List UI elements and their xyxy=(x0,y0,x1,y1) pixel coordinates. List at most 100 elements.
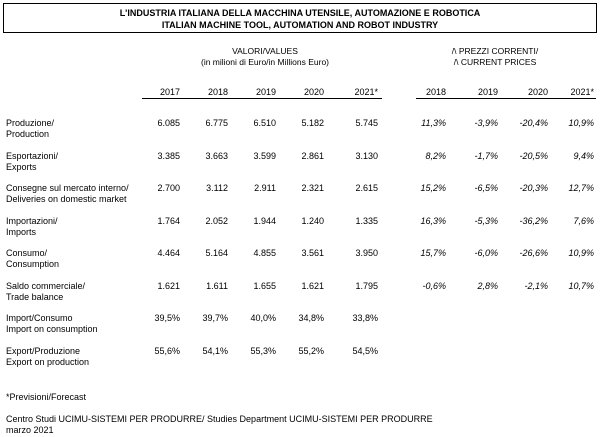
value-cell: 2.700 xyxy=(157,183,180,193)
value-cell: 6.510 xyxy=(253,118,276,128)
change-cell: 10,9% xyxy=(568,118,594,128)
change-cell: 10,7% xyxy=(568,280,594,291)
row-label-english: Exports xyxy=(6,161,37,172)
value-year-header: 2019 xyxy=(255,87,276,97)
value-cell: 39,5% xyxy=(154,313,180,323)
value-cell: 3.950 xyxy=(355,248,378,258)
source-line: Centro Studi UCIMU-SISTEMI PER PRODURRE/… xyxy=(6,414,433,424)
change-cell: -20,4% xyxy=(519,118,548,128)
row-label-english: Deliveries on domestic market xyxy=(6,194,127,204)
value-cell: 1.944 xyxy=(253,215,276,226)
value-cell: 6.085 xyxy=(157,118,180,128)
value-cell: 1.655 xyxy=(253,280,276,291)
change-cell: -5,3% xyxy=(474,215,498,226)
change-cell: -6,5% xyxy=(474,183,498,193)
value-cell: 1.621 xyxy=(301,280,324,291)
change-year-header: 2020 xyxy=(527,87,548,97)
value-cell: 2.911 xyxy=(254,183,276,193)
row-label-italian: Saldo commerciale/ xyxy=(6,280,86,291)
value-cell: 2.861 xyxy=(301,150,324,161)
change-cell: 8,2% xyxy=(425,150,446,161)
row-label-italian: Produzione/ xyxy=(6,118,55,128)
row-label-italian: Importazioni/ xyxy=(6,215,58,226)
value-cell: 1.611 xyxy=(206,280,228,291)
value-cell: 3.130 xyxy=(355,150,378,161)
change-cell: 9,4% xyxy=(573,150,594,161)
value-cell: 1.335 xyxy=(355,215,378,226)
value-cell: 54,5% xyxy=(352,345,378,356)
value-year-header: 2017 xyxy=(159,87,180,97)
value-year-header: 2020 xyxy=(303,87,324,97)
row-label-italian: Esportazioni/ xyxy=(6,150,59,161)
value-cell: 1.764 xyxy=(157,215,180,226)
value-cell: 40,0% xyxy=(250,313,276,323)
change-cell: 10,9% xyxy=(568,248,594,258)
row-label-english: Export on production xyxy=(6,356,90,367)
value-cell: 39,7% xyxy=(202,313,228,323)
value-cell: 1.795 xyxy=(355,280,378,291)
change-year-header: 2018 xyxy=(425,87,446,97)
source-date: marzo 2021 xyxy=(6,425,54,435)
change-cell: -6,0% xyxy=(474,248,498,258)
change-cell: -36,2% xyxy=(519,215,548,226)
change-year-header: 2021* xyxy=(570,87,594,97)
value-year-header: 2021* xyxy=(354,87,378,97)
change-cell: -20,5% xyxy=(519,150,548,161)
value-cell: 54,1% xyxy=(202,345,228,356)
changes-header-line1: /\ PREZZI CORRENTI/ xyxy=(451,46,539,56)
value-cell: 5.164 xyxy=(205,248,228,258)
row-label-english: Import on consumption xyxy=(6,324,98,334)
value-cell: 55,2% xyxy=(298,345,324,356)
changes-header-line2: /\ CURRENT PRICES xyxy=(453,57,537,67)
values-group-header: VALORI/VALUES (in milioni di Euro/in Mil… xyxy=(190,46,340,68)
row-label-english: Production xyxy=(6,129,50,139)
change-cell: -3,9% xyxy=(474,118,498,128)
row-label-english: Imports xyxy=(6,226,37,237)
value-cell: 3.599 xyxy=(253,150,276,161)
change-cell: -2,1% xyxy=(524,280,548,291)
values-header-line2: (in milioni di Euro/in Millions Euro) xyxy=(200,57,329,67)
change-cell: 12,7% xyxy=(568,183,594,193)
value-cell: 3.112 xyxy=(206,183,228,193)
value-cell: 55,3% xyxy=(250,345,276,356)
value-cell: 55,6% xyxy=(154,345,180,356)
change-cell: 11,3% xyxy=(421,118,446,128)
value-cell: 5.182 xyxy=(301,118,324,128)
change-cell: 2,8% xyxy=(477,280,498,291)
title-english: ITALIAN MACHINE TOOL, AUTOMATION AND ROB… xyxy=(161,20,439,30)
value-cell: 2.052 xyxy=(205,215,228,226)
change-cell: 7,6% xyxy=(573,215,594,226)
value-cell: 4.464 xyxy=(157,248,180,258)
title-box: L'INDUSTRIA ITALIANA DELLA MACCHINA UTEN… xyxy=(3,3,597,33)
value-year-header: 2018 xyxy=(207,87,228,97)
change-cell: -20,3% xyxy=(519,183,548,193)
change-cell: -0,6% xyxy=(422,280,446,291)
changes-group-header: /\ PREZZI CORRENTI/ /\ CURRENT PRICES xyxy=(420,46,570,68)
value-cell: 3.561 xyxy=(301,248,324,258)
value-cell: 3.663 xyxy=(205,150,228,161)
change-cell: 16,3% xyxy=(420,215,446,226)
value-cell: 2.615 xyxy=(355,183,378,193)
value-cell: 2.321 xyxy=(301,183,324,193)
changes-header-rule xyxy=(416,98,596,99)
value-cell: 3.385 xyxy=(157,150,180,161)
row-label-italian: Consumo/ xyxy=(6,248,48,258)
change-cell: -26,6% xyxy=(519,248,548,258)
row-label-english: Trade balance xyxy=(6,291,64,302)
value-cell: 5.745 xyxy=(355,118,378,128)
row-label-italian: Consegne sul mercato interno/ xyxy=(6,183,129,193)
change-cell: 15,7% xyxy=(420,248,446,258)
change-cell: 15,2% xyxy=(420,183,446,193)
change-year-header: 2019 xyxy=(477,87,498,97)
forecast-footnote: *Previsioni/Forecast xyxy=(6,392,87,402)
row-label-italian: Export/Produzione xyxy=(6,345,81,356)
row-label-english: Consumption xyxy=(6,259,60,269)
row-label-italian: Import/Consumo xyxy=(6,313,73,323)
value-cell: 1.621 xyxy=(157,280,180,291)
value-cell: 34,8% xyxy=(298,313,324,323)
value-cell: 1.240 xyxy=(301,215,324,226)
change-cell: -1,7% xyxy=(474,150,498,161)
values-header-line1: VALORI/VALUES xyxy=(232,46,298,56)
value-cell: 4.855 xyxy=(253,248,276,258)
values-header-rule xyxy=(142,98,382,99)
